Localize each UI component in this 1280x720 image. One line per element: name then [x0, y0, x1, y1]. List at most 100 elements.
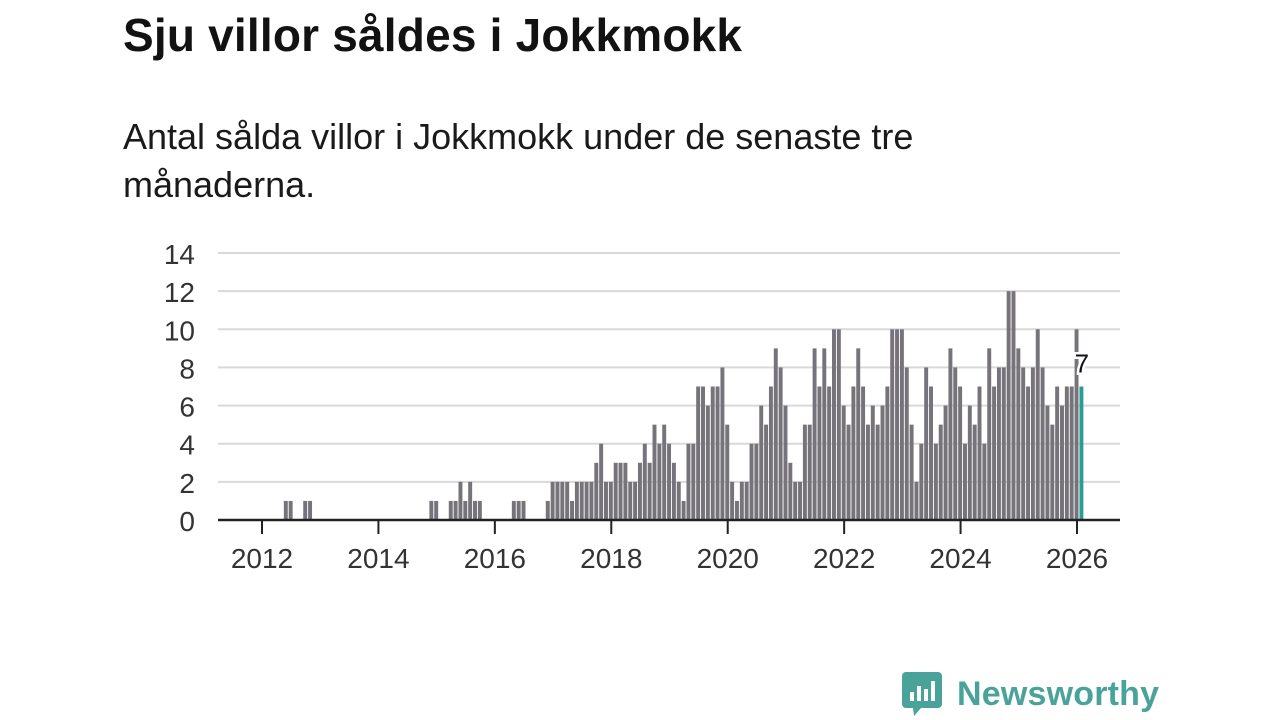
bar [734, 500, 739, 520]
bar [1016, 348, 1021, 520]
bar [691, 443, 696, 520]
bar [574, 481, 579, 520]
bar [599, 443, 604, 520]
bar [919, 443, 924, 520]
bar [778, 367, 783, 520]
bar [1055, 386, 1060, 520]
bar [749, 443, 754, 520]
bar [623, 462, 628, 520]
bar-highlight [1079, 386, 1084, 520]
bar [448, 500, 453, 520]
y-tick-label: 6 [179, 392, 195, 423]
bar [812, 348, 817, 520]
y-tick-label: 2 [179, 468, 195, 499]
y-tick-label: 12 [164, 277, 195, 308]
bar [861, 386, 866, 520]
newsworthy-logo-icon [902, 672, 942, 716]
bar [594, 462, 599, 520]
bar [846, 424, 851, 520]
bar [982, 443, 987, 520]
bar [841, 405, 846, 520]
bar [730, 481, 735, 520]
y-tick-label: 10 [164, 315, 195, 346]
bar [967, 405, 972, 520]
bar [288, 500, 293, 520]
x-tick-label: 2026 [1046, 543, 1108, 574]
bar [948, 348, 953, 520]
x-tick-label: 2016 [464, 543, 526, 574]
bar [870, 405, 875, 520]
chart-subtitle: Antal sålda villor i Jokkmokk under de s… [123, 116, 914, 205]
bar [662, 424, 667, 520]
bar [511, 500, 516, 520]
bar [613, 462, 618, 520]
bar [788, 462, 793, 520]
bar [924, 367, 929, 520]
y-tick-label: 4 [179, 430, 195, 461]
bar [783, 405, 788, 520]
bar [890, 329, 895, 520]
x-tick-label: 2024 [929, 543, 991, 574]
bar [696, 386, 701, 520]
x-tick-label: 2018 [580, 543, 642, 574]
bar [875, 424, 880, 520]
bar [996, 367, 1001, 520]
bar [579, 481, 584, 520]
bar [686, 443, 691, 520]
bar [550, 481, 555, 520]
x-tick-label: 2014 [347, 543, 409, 574]
x-tick-label: 2012 [231, 543, 293, 574]
bar [434, 500, 439, 520]
y-tick-label: 14 [164, 239, 195, 270]
bar [929, 386, 933, 520]
bar [865, 424, 870, 520]
bar [565, 481, 570, 520]
x-tick-label: 2022 [813, 543, 875, 574]
bar [807, 424, 812, 520]
bar [851, 386, 856, 520]
bar [739, 481, 744, 520]
bar [608, 481, 613, 520]
bar [560, 481, 565, 520]
bar [710, 386, 715, 520]
bar [817, 386, 822, 520]
bar [676, 481, 681, 520]
bar [895, 329, 900, 520]
bar [1011, 291, 1016, 520]
bar [681, 500, 686, 520]
bar [589, 481, 594, 520]
bar [725, 424, 730, 520]
bar [468, 481, 473, 520]
newsworthy-logo: Newsworthy [901, 670, 1159, 718]
bar [637, 462, 642, 520]
bar [972, 424, 977, 520]
bar [744, 481, 749, 520]
bar [764, 424, 769, 520]
bar [652, 424, 657, 520]
bar [1030, 367, 1035, 520]
bar [570, 500, 574, 520]
bar [604, 481, 608, 520]
bar [477, 500, 482, 520]
bar [715, 386, 720, 520]
axes [218, 518, 1120, 534]
bar [899, 329, 904, 520]
bar [1069, 386, 1074, 520]
bar [793, 481, 798, 520]
bar [832, 329, 836, 520]
bar [856, 348, 861, 520]
bar [822, 348, 827, 520]
bar [768, 386, 773, 520]
bar [701, 386, 705, 520]
bar [958, 386, 963, 520]
bar [555, 481, 560, 520]
bar [759, 405, 764, 520]
bar [303, 500, 308, 520]
labels: 0 2 4 6 8 10 12 14 2012 2014 2016 2018 2020 2022 2024 2… [164, 239, 1108, 574]
bar [1001, 367, 1006, 520]
bar [633, 481, 638, 520]
bar [1040, 367, 1045, 520]
bar [463, 500, 468, 520]
bar [914, 481, 919, 520]
bar [283, 500, 288, 520]
